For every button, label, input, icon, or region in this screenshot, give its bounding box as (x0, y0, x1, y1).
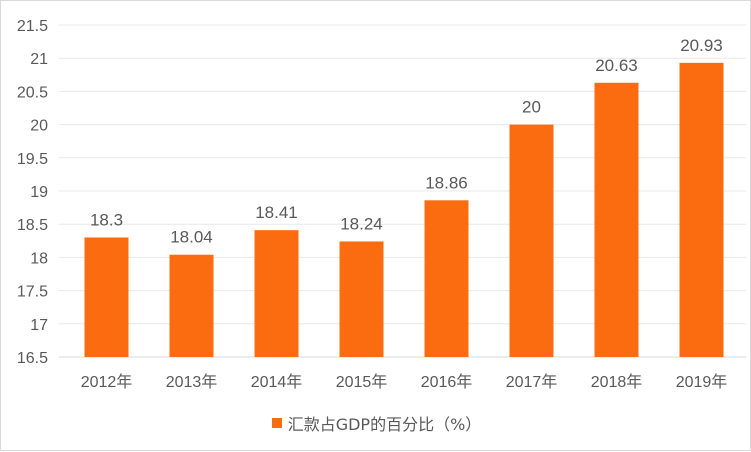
x-tick-label: 2019年 (676, 373, 728, 391)
y-tick-label: 19 (30, 184, 48, 201)
y-tick-label: 18.5 (17, 217, 48, 234)
legend-label: 汇款占GDP的百分比（%） (287, 415, 482, 434)
y-tick-label: 20 (30, 118, 48, 135)
y-tick-label: 21.5 (17, 18, 48, 35)
data-label: 18.86 (425, 173, 468, 192)
bar (254, 230, 299, 357)
y-tick-label: 20.5 (17, 84, 48, 101)
legend-swatch (271, 418, 282, 428)
bar (594, 82, 639, 357)
y-tick-label: 17.5 (17, 284, 48, 301)
data-label: 18.24 (340, 214, 383, 233)
bar (679, 62, 724, 358)
data-label: 18.3 (90, 210, 123, 229)
x-axis-ticks: 2012年 2013年 2014年 2015年 2016年 2017年 2018年 2019年 (81, 373, 728, 391)
data-label: 20.63 (595, 56, 638, 75)
x-tick-label: 2016年 (421, 373, 473, 391)
bar (169, 254, 214, 357)
bar (509, 124, 554, 357)
data-label: 18.41 (255, 203, 298, 222)
data-label: 20.93 (680, 36, 723, 55)
y-tick-label: 19.5 (17, 151, 48, 168)
bar (339, 241, 384, 357)
x-tick-label: 2017年 (506, 373, 558, 391)
bar (424, 200, 469, 357)
data-label: 20 (522, 98, 541, 117)
y-tick-label: 18 (30, 250, 48, 267)
x-tick-label: 2018年 (591, 373, 643, 391)
data-labels: 18.3 18.04 18.41 18.24 18.86 20 20.63 20.93 (90, 36, 723, 247)
bars (84, 62, 724, 358)
y-axis-ticks: 16.5 17 17.5 18 18.5 19 19.5 20 20.5 21 21.5 (17, 18, 48, 367)
x-tick-label: 2012年 (81, 373, 133, 391)
y-tick-label: 21 (30, 51, 48, 68)
x-tick-label: 2015年 (336, 373, 388, 391)
bar (84, 237, 129, 357)
gridlines (59, 24, 746, 358)
data-label: 18.04 (170, 228, 213, 247)
y-tick-label: 16.5 (17, 350, 48, 367)
y-tick-label: 17 (30, 317, 48, 334)
legend: 汇款占GDP的百分比（%） (1, 411, 751, 435)
x-tick-label: 2013年 (166, 373, 218, 391)
x-tick-label: 2014年 (251, 373, 303, 391)
